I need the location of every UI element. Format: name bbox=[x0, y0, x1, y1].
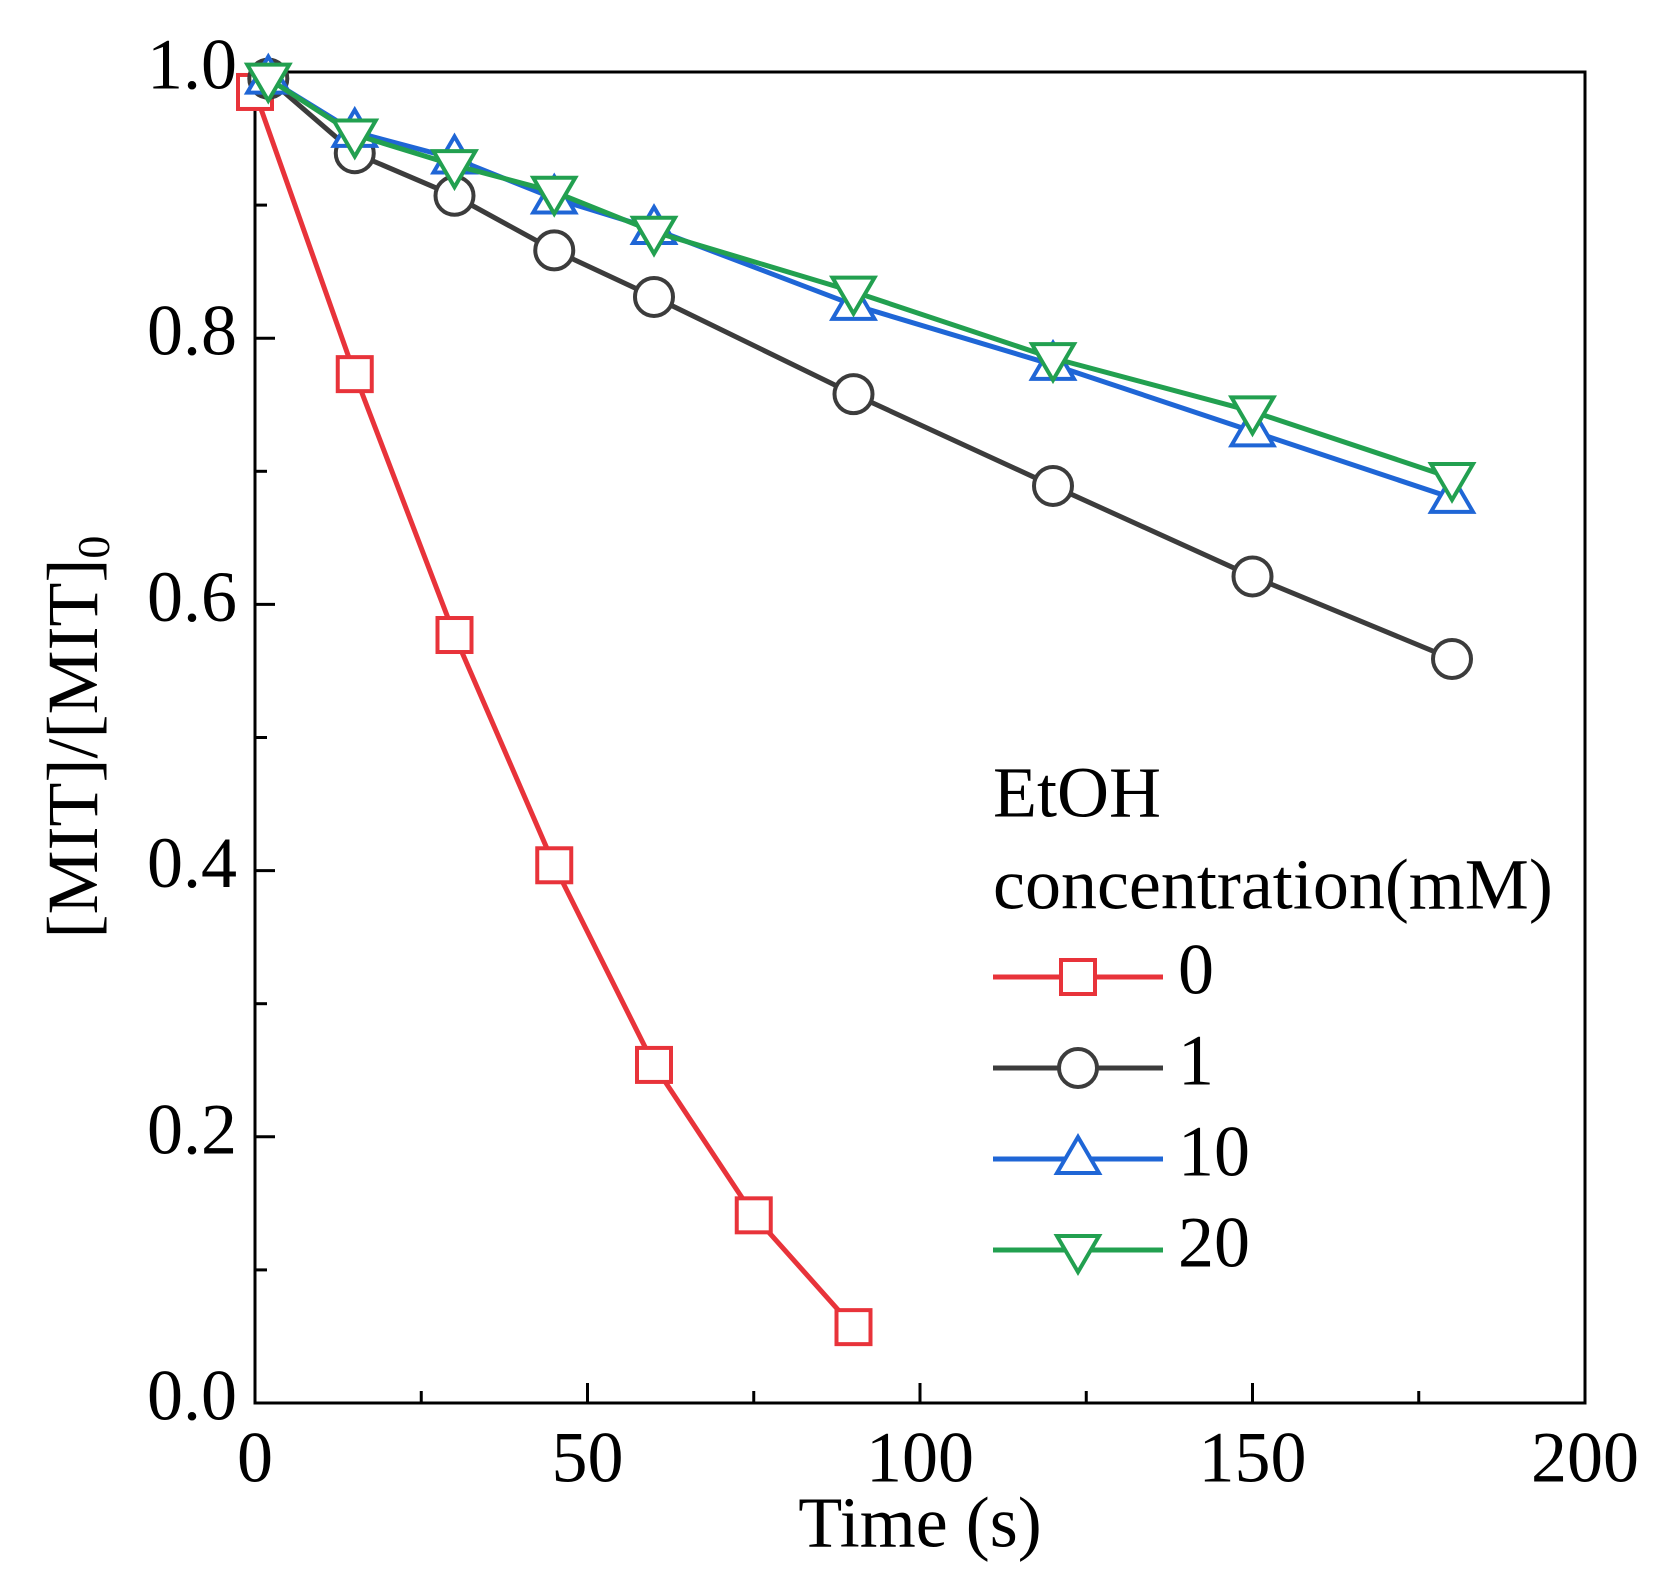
marker bbox=[1059, 958, 1097, 996]
y-axis-label: [MIT]/[MIT]0 bbox=[33, 536, 119, 939]
marker bbox=[834, 1308, 873, 1347]
marker bbox=[635, 1045, 673, 1084]
plot-frame bbox=[253, 70, 1587, 1405]
x-tick-label: 50 bbox=[552, 1418, 624, 1498]
y-tick-label: 0.6 bbox=[147, 557, 237, 637]
marker bbox=[533, 229, 576, 272]
marker bbox=[335, 355, 374, 394]
y-tick-label: 0.4 bbox=[147, 823, 237, 903]
marker bbox=[430, 149, 479, 192]
marker bbox=[832, 373, 875, 416]
legend-label: 0 bbox=[1178, 930, 1214, 1010]
y-label-subscript: 0 bbox=[68, 536, 119, 559]
marker bbox=[1231, 555, 1274, 598]
legend-label: 10 bbox=[1178, 1112, 1250, 1192]
marker bbox=[629, 215, 679, 258]
marker bbox=[435, 616, 474, 655]
legend-label: 20 bbox=[1178, 1203, 1250, 1283]
legend-title: concentration(mM) bbox=[993, 845, 1553, 925]
legend-label: 1 bbox=[1178, 1021, 1214, 1101]
marker bbox=[1431, 637, 1473, 680]
y-tick-label: 0.8 bbox=[147, 291, 237, 371]
marker bbox=[1053, 1234, 1103, 1276]
legend-title: EtOH bbox=[993, 753, 1161, 833]
marker bbox=[734, 1196, 773, 1235]
marker bbox=[1032, 464, 1074, 507]
marker bbox=[535, 846, 574, 885]
marker bbox=[1228, 395, 1277, 438]
y-tick-label: 1.0 bbox=[147, 25, 237, 105]
y-tick-label: 0.2 bbox=[147, 1089, 237, 1169]
x-tick-label: 200 bbox=[1531, 1418, 1639, 1498]
marker bbox=[243, 62, 293, 105]
marker bbox=[829, 275, 878, 318]
y-tick-label: 0.0 bbox=[147, 1356, 237, 1436]
series-line bbox=[252, 91, 856, 1329]
x-tick-label: 0 bbox=[237, 1418, 273, 1498]
x-tick-label: 100 bbox=[866, 1418, 974, 1498]
x-tick-label: 150 bbox=[1199, 1418, 1307, 1498]
y-label-text: [MIT]/[MIT] bbox=[33, 559, 113, 939]
x-axis-label: Time (s) bbox=[798, 1483, 1041, 1563]
marker bbox=[1053, 1133, 1103, 1175]
marker bbox=[330, 118, 380, 161]
marker bbox=[1057, 1047, 1099, 1089]
marker bbox=[633, 275, 675, 318]
marker bbox=[1427, 461, 1477, 504]
marker bbox=[529, 175, 579, 218]
marker bbox=[1028, 342, 1078, 385]
